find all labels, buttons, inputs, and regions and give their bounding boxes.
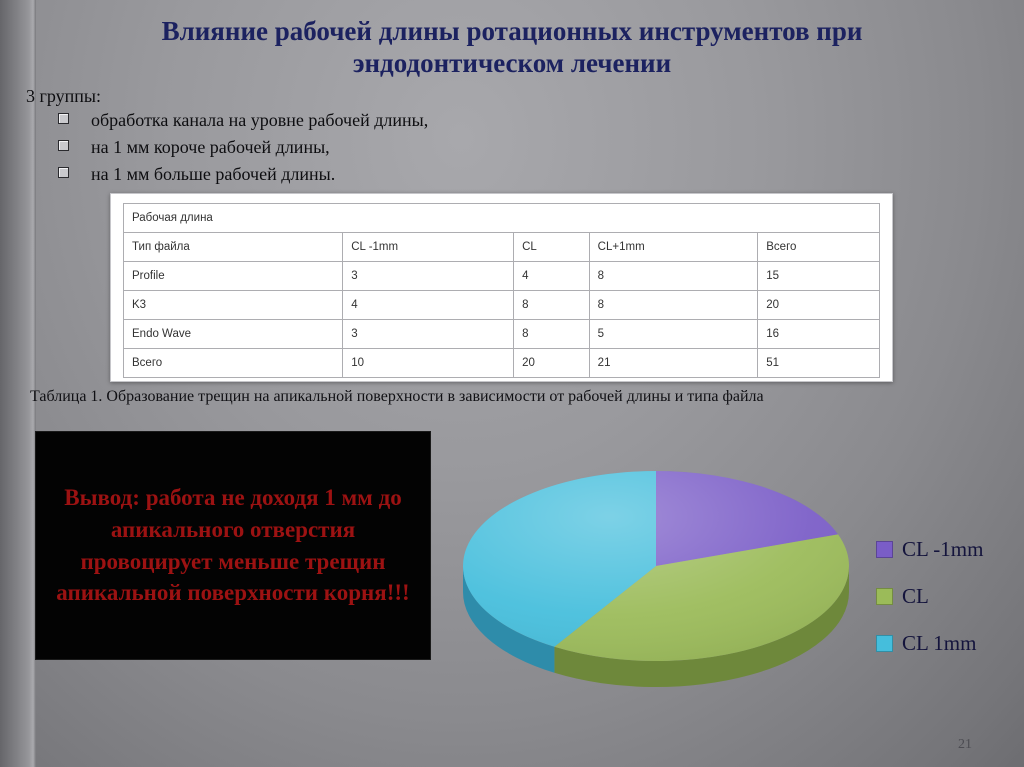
table-title-cell: Рабочая длина [123, 203, 880, 233]
pie-chart-svg [462, 471, 849, 687]
table-cell: 8 [588, 261, 759, 291]
square-bullet-icon [58, 113, 69, 124]
table-title-row: Рабочая длина [123, 203, 880, 233]
pie-chart [456, 466, 856, 698]
table-caption: Таблица 1. Образование трещин на апикаль… [30, 388, 764, 405]
bullet-text: обработка канала на уровне рабочей длины… [91, 110, 429, 130]
table-header-cell: CL -1mm [342, 232, 515, 262]
data-table-body: Рабочая длина Тип файла CL -1mm CL CL+1mm Все… [122, 203, 880, 378]
legend-swatch-icon [876, 541, 893, 558]
page-number: 21 [958, 737, 972, 752]
table-cell: 8 [588, 290, 759, 320]
bullet-text: на 1 мм больше рабочей длины. [91, 164, 336, 184]
chart-legend: CL -1mm CL CL 1mm [876, 537, 983, 678]
legend-label: CL 1mm [902, 631, 977, 655]
legend-item: CL 1mm [876, 631, 983, 656]
bullet-text: на 1 мм короче рабочей длины, [91, 137, 330, 157]
square-bullet-icon [58, 167, 69, 178]
table-cell: 4 [342, 290, 515, 320]
bullet-item: обработка канала на уровне рабочей длины… [58, 110, 658, 131]
table-header-cell: CL [513, 232, 590, 262]
table-cell: K3 [122, 290, 344, 320]
table-cell: 15 [757, 261, 880, 291]
groups-label: 3 группы: [26, 86, 102, 106]
conclusion-box: Вывод: работа не доходя 1 мм до апикальн… [35, 431, 431, 660]
legend-label: CL [902, 584, 929, 608]
table-row: Endo Wave 3 8 5 16 [122, 319, 880, 349]
table-row: K3 4 8 8 20 [122, 290, 880, 320]
slide-title: Влияние рабочей длины ротационных инстру… [161, 16, 863, 78]
bullet-list: обработка канала на уровне рабочей длины… [58, 110, 658, 191]
table-row: Всего 10 20 21 51 [122, 348, 880, 378]
table-cell: 5 [588, 319, 759, 349]
data-table-panel: Рабочая длина Тип файла CL -1mm CL CL+1mm Все… [110, 193, 893, 382]
conclusion-text: Вывод: работа не доходя 1 мм до апикальн… [56, 485, 410, 606]
slide-edge-decoration [0, 0, 36, 767]
table-cell: 20 [757, 290, 880, 320]
table-cell: 8 [513, 290, 590, 320]
legend-label: CL -1mm [902, 537, 984, 561]
pie-slices [462, 471, 849, 687]
table-cell: 8 [513, 319, 590, 349]
legend-item: CL [876, 584, 983, 609]
square-bullet-icon [58, 140, 69, 151]
table-cell: 20 [513, 348, 590, 378]
table-cell: 51 [757, 348, 880, 378]
data-table: Рабочая длина Тип файла CL -1mm CL CL+1mm Все… [122, 203, 880, 378]
legend-swatch-icon [876, 588, 893, 605]
table-header-cell: Всего [757, 232, 880, 262]
table-cell: Всего [122, 348, 344, 378]
bullet-item: на 1 мм больше рабочей длины. [58, 164, 658, 185]
table-header-cell: Тип файла [122, 232, 344, 262]
table-cell: 16 [757, 319, 880, 349]
table-cell: 10 [342, 348, 515, 378]
bullet-item: на 1 мм короче рабочей длины, [58, 137, 658, 158]
table-header-row: Тип файла CL -1mm CL CL+1mm Всего [122, 232, 880, 262]
table-row: Profile 3 4 8 15 [122, 261, 880, 291]
table-cell: 4 [513, 261, 590, 291]
table-header-cell: CL+1mm [588, 232, 759, 262]
legend-item: CL -1mm [876, 537, 983, 562]
table-cell: 3 [342, 319, 515, 349]
table-cell: 3 [342, 261, 515, 291]
table-cell: Profile [122, 261, 344, 291]
legend-swatch-icon [876, 635, 893, 652]
table-cell: 21 [588, 348, 759, 378]
table-cell: Endo Wave [122, 319, 344, 349]
